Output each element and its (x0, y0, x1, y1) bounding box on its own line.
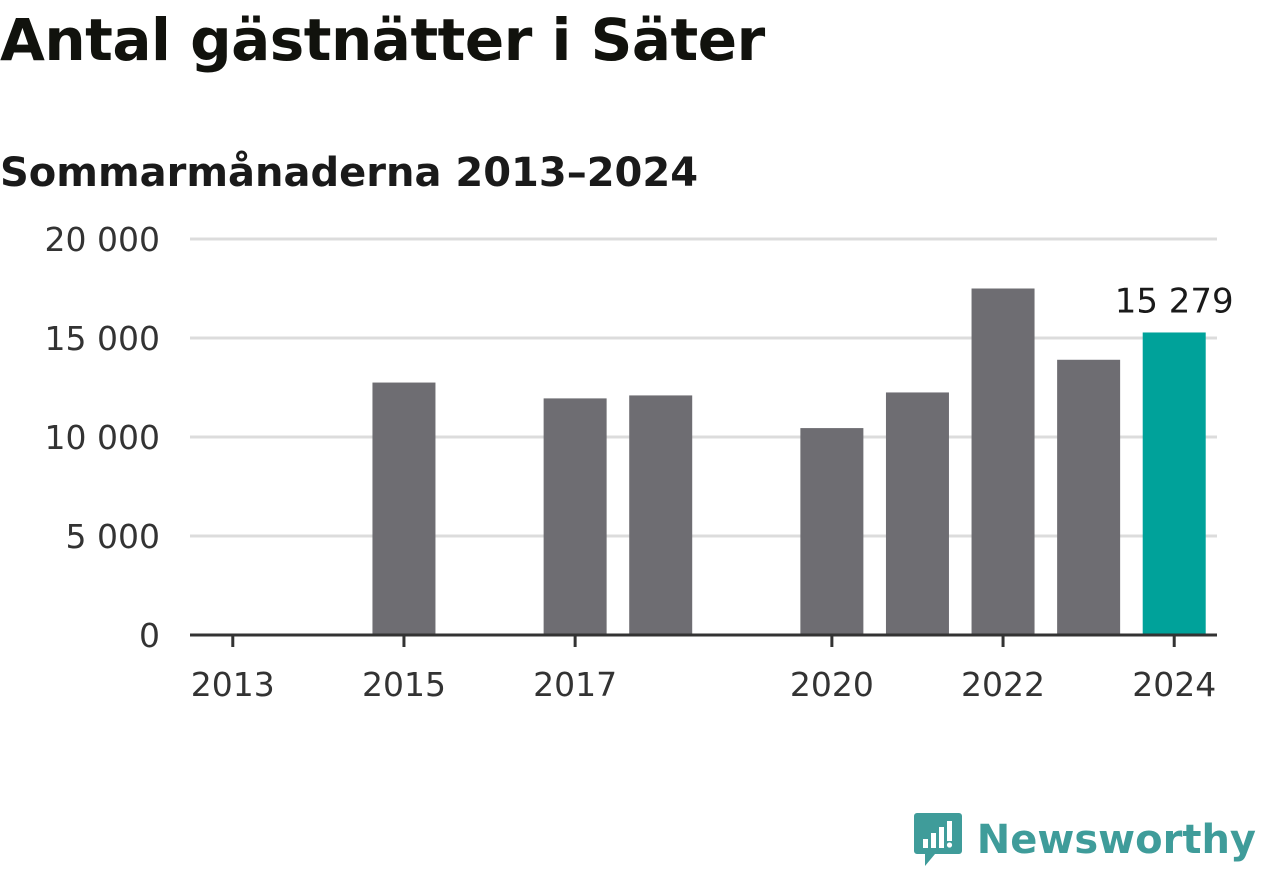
x-tick-label: 2017 (533, 665, 617, 704)
y-tick-label: 10 000 (45, 418, 160, 457)
bar-2021 (885, 392, 949, 635)
x-tick-label: 2022 (961, 665, 1045, 704)
bar-2024 (1142, 332, 1206, 635)
data-label-2024: 15 279 (1115, 281, 1234, 321)
x-tick-label: 2024 (1132, 665, 1216, 704)
bar-2018 (629, 395, 693, 635)
x-tick-label: 2015 (362, 665, 446, 704)
bar-2020 (800, 428, 864, 635)
y-tick-label: 0 (139, 616, 160, 655)
y-tick-label: 15 000 (45, 319, 160, 358)
x-tick-label: 2020 (790, 665, 874, 704)
bar-2015 (372, 382, 436, 635)
bar-2023 (1057, 359, 1121, 635)
x-tick-label: 2013 (191, 665, 275, 704)
y-axis-ticks: 0 5 000 10 000 15 000 20 000 (45, 220, 160, 655)
bar-2017 (543, 398, 607, 635)
chart-subtitle: Sommarmånaderna 2013–2024 (0, 150, 699, 196)
newsworthy-chart-bubble-icon (913, 813, 962, 866)
y-tick-label: 5 000 (66, 517, 160, 556)
chart-title: Antal gästnätter i Säter (0, 6, 765, 74)
gridlines (190, 237, 1217, 538)
data-labels: 15 279 (1115, 281, 1234, 321)
bar-2022 (971, 288, 1035, 635)
y-tick-label: 20 000 (45, 220, 160, 259)
brand-logo: Newsworthy (913, 811, 1256, 869)
bars (372, 288, 1206, 635)
x-axis-ticks: 2013 2015 2017 2020 2022 2024 (191, 635, 1216, 704)
brand-name: Newsworthy (976, 817, 1256, 863)
